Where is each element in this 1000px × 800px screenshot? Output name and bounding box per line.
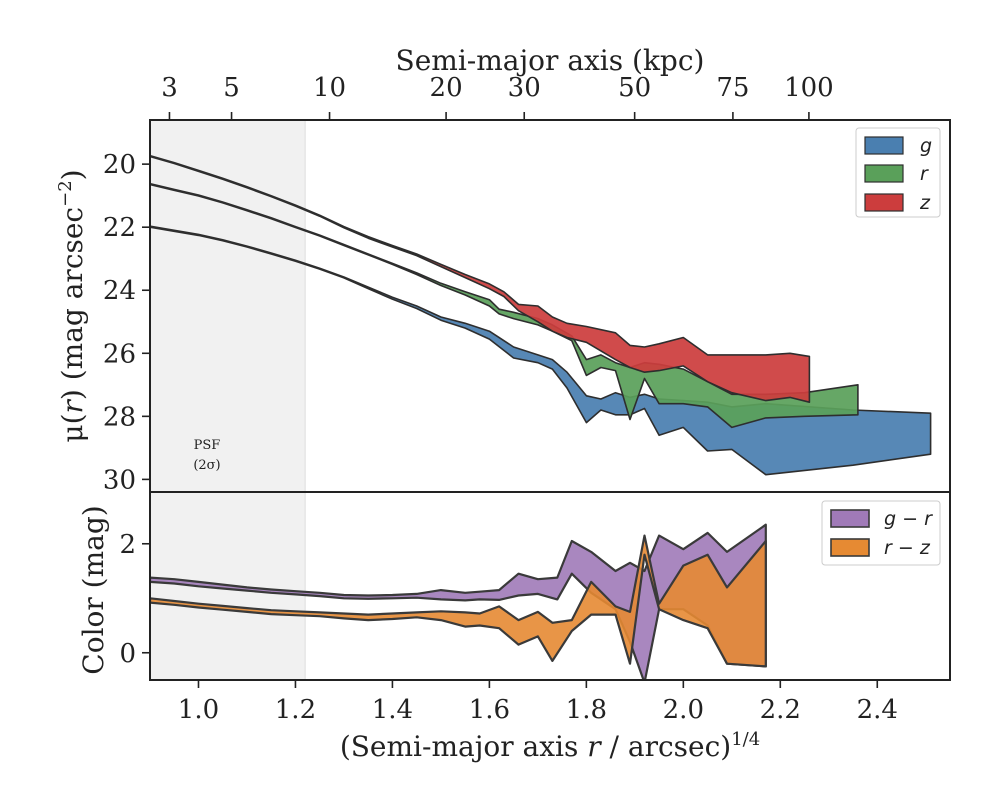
color-y-tick-label: 2 [119,530,136,560]
bottom-legend: g − r r − z [821,500,941,566]
y-tick-label: 24 [103,276,136,306]
y-tick-label: 28 [103,402,136,432]
band-r-minus-z [150,534,767,668]
x-tick-label: 2.0 [663,695,704,725]
axis-ticks: 1.0 1.2 1.4 1.6 1.8 2.0 2.2 2.4 20 22 24 26 28 30 0 2 3 5… [103,73,898,725]
x-tick-label: 1.2 [275,695,316,725]
legend-swatch-z [864,193,904,212]
x-tick-label: 2.4 [857,695,898,725]
top-x-tick-label: 75 [716,73,749,103]
legend-label-r: r [920,163,929,185]
x-tick-label: 1.8 [566,695,607,725]
legend-swatch-g [864,136,904,155]
top-x-tick-label: 3 [161,73,178,103]
color-y-tick-label: 0 [119,639,136,669]
legend-label-g-minus-r: g − r [884,508,933,530]
legend-swatch-r-minus-z [830,538,870,557]
band-z [150,154,811,403]
top-x-tick-label: 30 [508,73,541,103]
x-tick-label: 1.0 [178,695,219,725]
top-x-tick-label: 5 [223,73,240,103]
top-x-tick-label: 10 [313,73,346,103]
color-bands [150,523,767,680]
top-x-tick-label: 50 [618,73,651,103]
legend-label-z: z [919,192,931,214]
top-x-tick-label: 20 [430,73,463,103]
y-tick-label: 30 [103,465,136,495]
psf-label-line2: (2σ) [193,458,220,473]
y-tick-label: 22 [103,213,136,243]
legend-swatch-g-minus-r [830,509,870,528]
y-tick-label: 20 [103,150,136,180]
x-tick-label: 2.2 [760,695,801,725]
legend-label-g: g [920,135,932,157]
bottom-panel-frame [149,491,951,681]
x-tick-label: 1.6 [469,695,510,725]
x-tick-label: 1.4 [372,695,413,725]
y-tick-label: 26 [103,339,136,369]
top-x-tick-label: 100 [784,73,834,103]
legend-label-r-minus-z: r − z [884,537,931,559]
top-y-axis-title: μ(r) (mag arcsec−2) [55,169,89,442]
bottom-x-axis-title: (Semi-major axis r / arcsec)1/4 [340,729,760,763]
psf-label-line1: PSF [194,438,221,453]
legend-swatch-r [864,164,904,183]
surface-brightness-bands [150,154,932,476]
bottom-y-axis-title: Color (mag) [77,505,110,674]
band-r [150,182,859,429]
top-x-axis-title: Semi-major axis (kpc) [396,44,705,77]
top-legend: g r z [855,127,941,218]
